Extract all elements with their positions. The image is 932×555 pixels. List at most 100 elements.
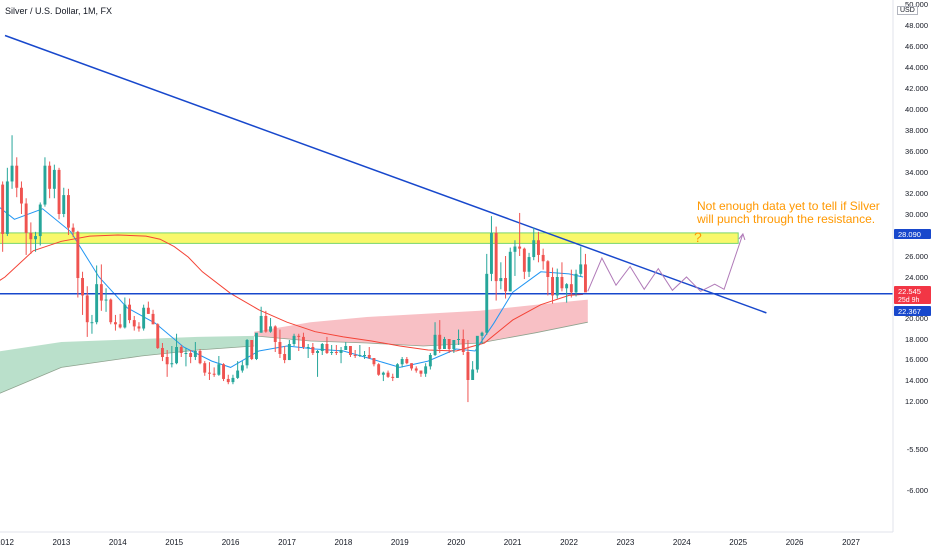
candle-body — [358, 355, 362, 356]
candle-body — [222, 364, 226, 379]
candle-body — [560, 277, 564, 289]
y-tick-label: 20.000 — [905, 314, 928, 323]
candle-body — [269, 326, 273, 332]
candle — [175, 333, 179, 365]
candle-body — [151, 313, 155, 325]
candle-body — [283, 354, 287, 361]
candle — [325, 336, 329, 354]
candle — [546, 260, 550, 296]
candle-body — [532, 240, 536, 258]
candle — [48, 161, 52, 199]
candle — [485, 253, 489, 335]
candle — [457, 329, 461, 345]
candle-body — [555, 277, 559, 296]
x-tick-label: 2024 — [673, 538, 691, 547]
x-tick-label: 2015 — [165, 538, 183, 547]
candle — [569, 269, 573, 298]
candle — [513, 240, 517, 276]
candle — [151, 309, 155, 325]
candle-body — [583, 264, 587, 293]
candle-body — [95, 284, 99, 323]
price-label: 28.090 — [894, 229, 931, 240]
candle-body — [109, 299, 113, 323]
candle-body — [424, 366, 428, 374]
candle — [76, 230, 80, 298]
candle — [278, 329, 282, 358]
candle — [38, 202, 42, 246]
candle-body — [410, 363, 414, 369]
candle-body — [485, 273, 489, 333]
candle — [522, 247, 526, 280]
x-tick-label: 2017 — [278, 538, 296, 547]
candle-body — [137, 326, 141, 329]
candle-body — [62, 195, 66, 214]
candle-body — [203, 363, 207, 373]
candle — [52, 164, 56, 199]
candle-body — [179, 347, 183, 353]
candle-body — [170, 363, 174, 365]
candle-body — [24, 203, 28, 233]
candle-body — [48, 165, 52, 189]
candle-body — [278, 342, 282, 354]
candle — [19, 181, 23, 214]
candle-body — [90, 322, 94, 324]
candle-body — [504, 278, 508, 292]
candle — [560, 262, 564, 292]
candle-body — [405, 359, 409, 364]
candle-body — [513, 246, 517, 252]
y-tick-label: 46.000 — [905, 42, 928, 51]
candle — [81, 271, 85, 315]
candle-body — [419, 370, 423, 374]
candle — [452, 340, 456, 353]
cloud-green-edge — [0, 345, 255, 394]
y-tick-label: 32.000 — [905, 189, 928, 198]
candle-body — [297, 335, 301, 337]
candle-body — [372, 358, 376, 365]
candle-body — [325, 344, 329, 353]
candle — [372, 358, 376, 367]
candle-body — [348, 346, 352, 355]
candle-body — [536, 240, 540, 255]
candle — [344, 342, 348, 350]
trendline[interactable] — [4, 34, 767, 314]
candle — [471, 361, 475, 380]
candle — [1, 181, 5, 252]
candle — [132, 315, 136, 331]
candle-body — [273, 326, 277, 342]
candle — [447, 339, 451, 353]
y-tick-label: 50.000 — [905, 0, 928, 9]
candle-body — [461, 339, 465, 352]
candle-body — [301, 336, 305, 347]
candle-body — [363, 355, 367, 356]
candle — [532, 227, 536, 261]
candle — [95, 265, 99, 325]
candle — [184, 348, 188, 367]
candle-body — [207, 372, 211, 374]
candle — [90, 314, 94, 334]
currency-badge[interactable]: USD — [897, 6, 918, 15]
candle-body — [142, 307, 146, 329]
y-tick-label: 48.000 — [905, 21, 928, 30]
candle-body — [316, 351, 320, 353]
candle — [66, 188, 70, 235]
candle — [358, 345, 362, 357]
resistance-zone[interactable] — [0, 232, 739, 244]
candle — [386, 370, 390, 378]
x-tick-label: 2021 — [504, 538, 522, 547]
candle-body — [104, 299, 108, 301]
candle-body — [175, 347, 179, 364]
candle-body — [339, 350, 343, 353]
candle — [189, 350, 193, 364]
candle — [160, 343, 164, 362]
projection-arrowhead — [738, 232, 746, 241]
candle — [71, 223, 75, 238]
y-tick-label: 30.000 — [905, 210, 928, 219]
candle-body — [128, 304, 132, 321]
candle — [156, 323, 160, 349]
candle — [99, 264, 103, 311]
candle — [198, 349, 202, 365]
candle-body — [466, 352, 470, 380]
candle-body — [480, 332, 484, 336]
